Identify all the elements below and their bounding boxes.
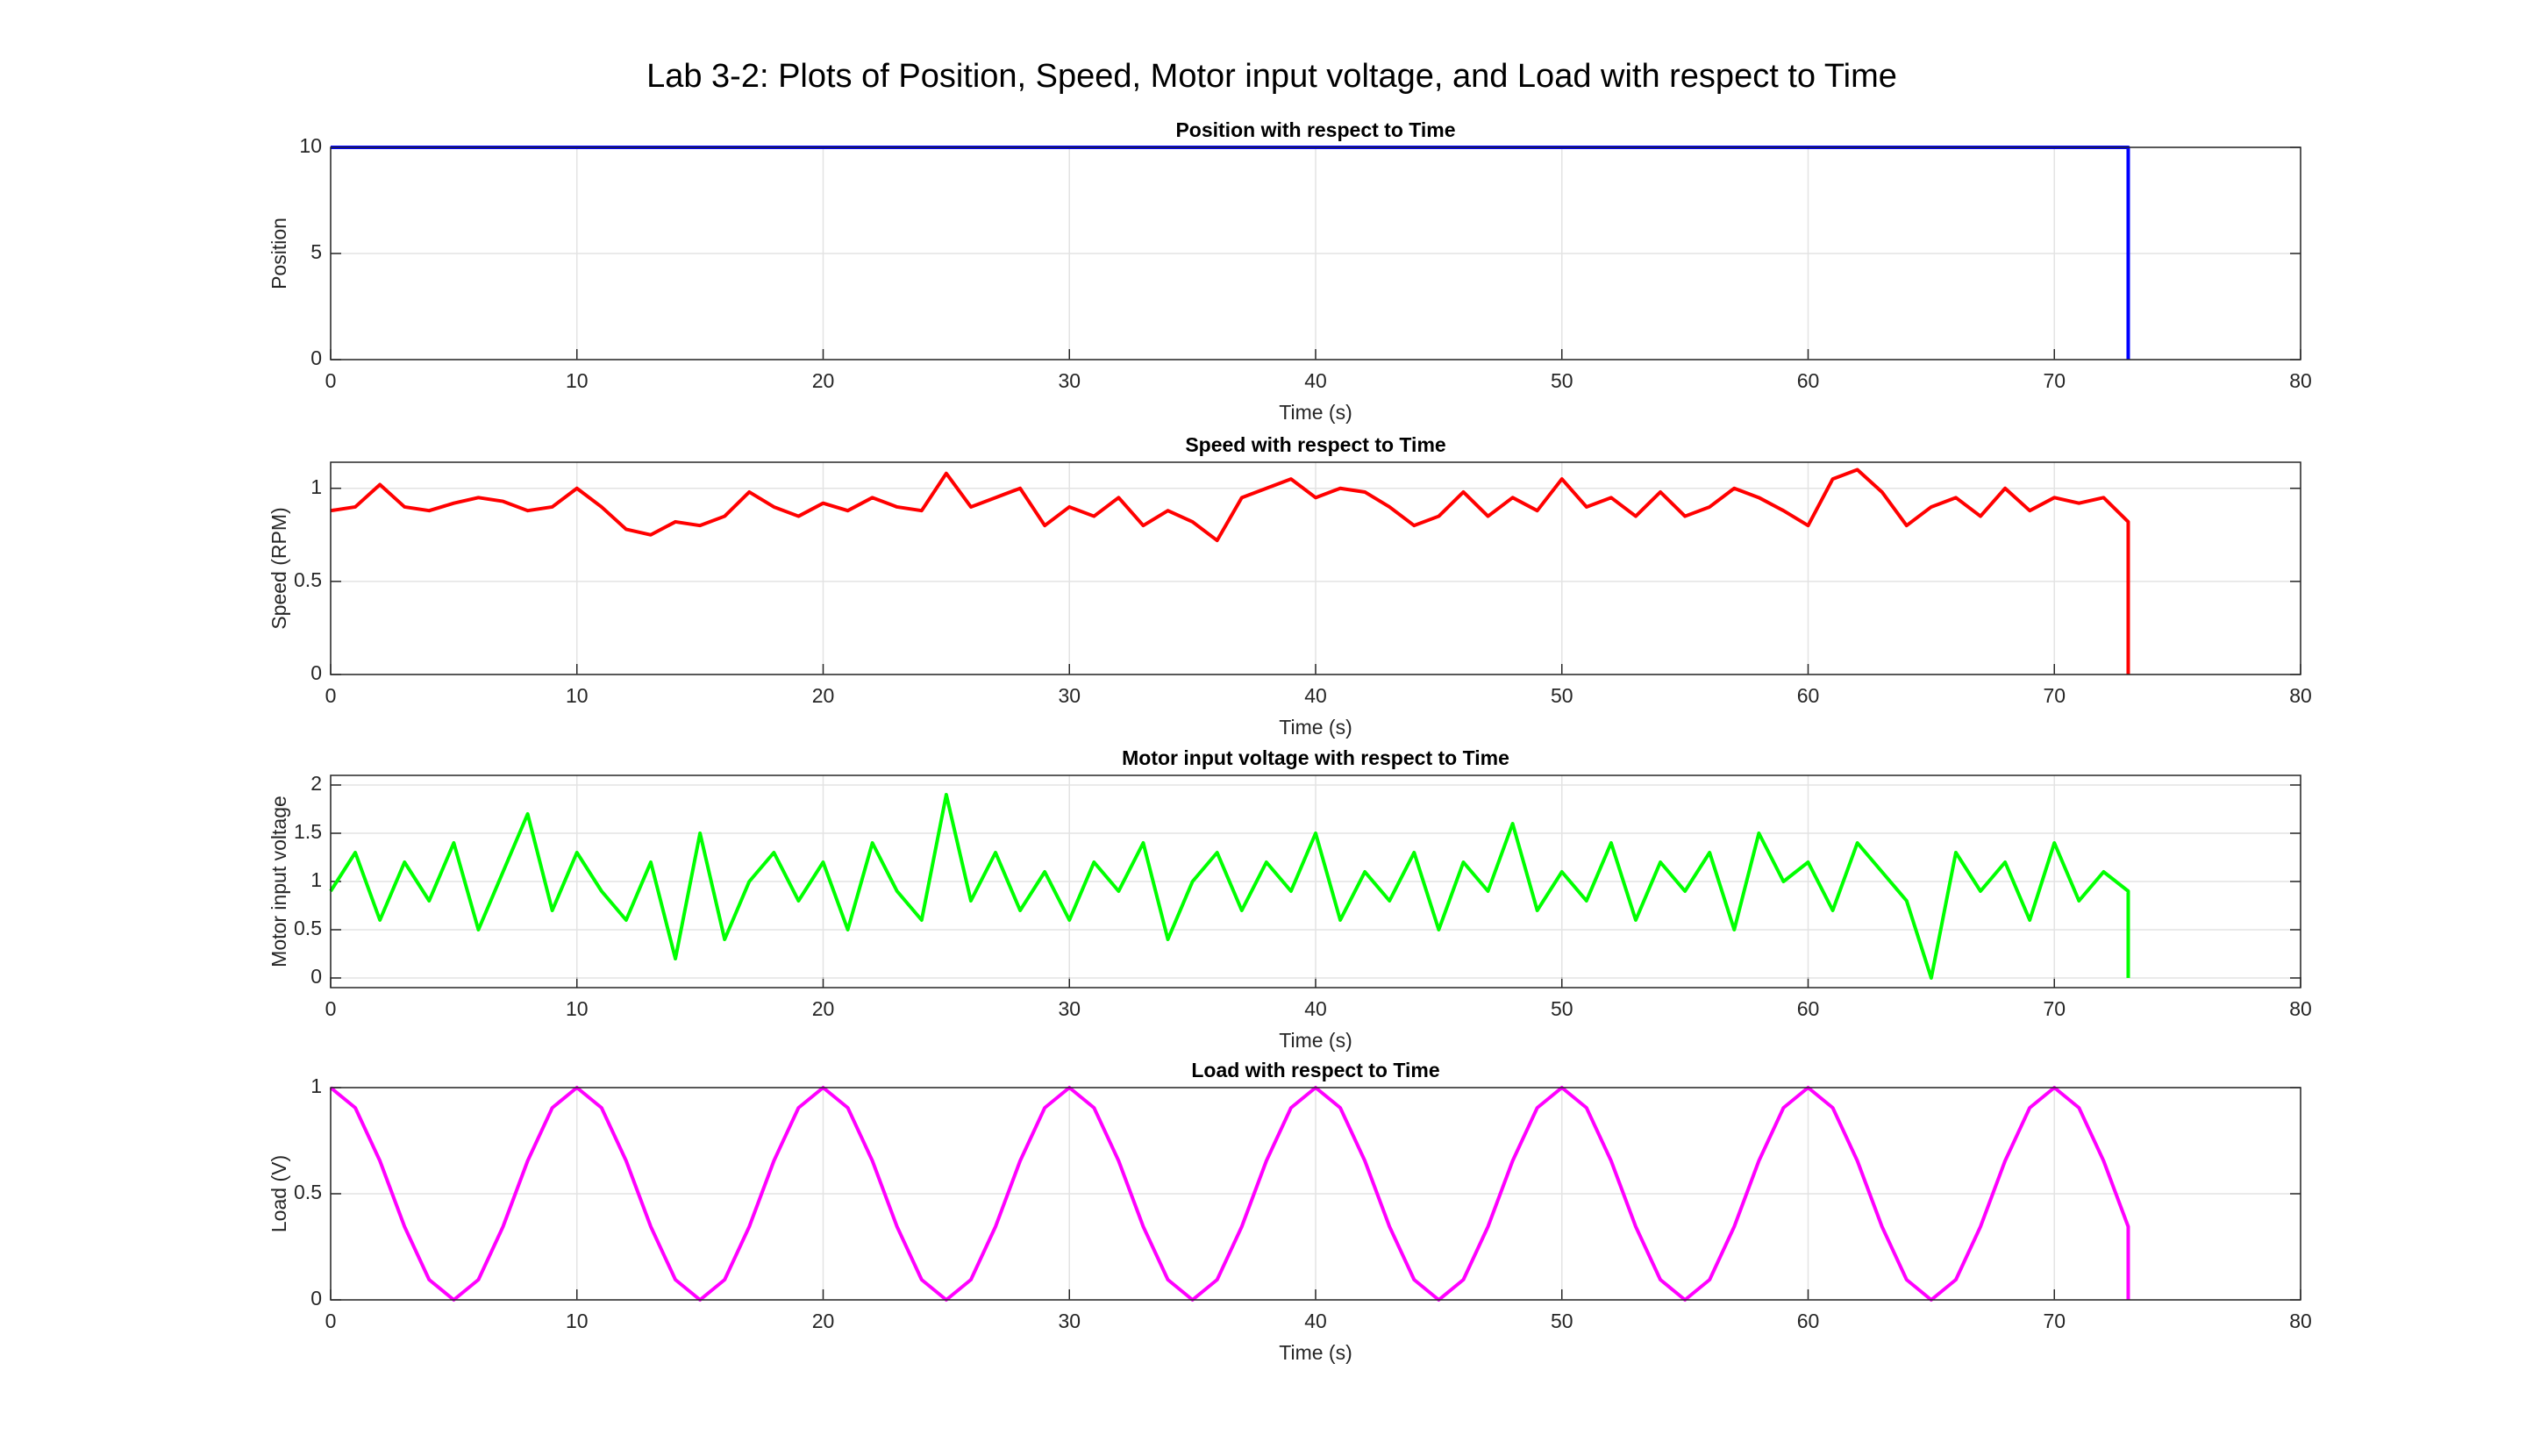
y-axis-label: Speed (RPM) <box>268 507 290 629</box>
x-tick-label: 20 <box>812 997 835 1020</box>
x-tick-label: 40 <box>1304 369 1327 392</box>
y-tick-label: 0.5 <box>294 568 322 591</box>
x-tick-label: 60 <box>1797 369 1820 392</box>
x-tick-label: 20 <box>812 1310 835 1332</box>
subplot-title: Position with respect to Time <box>1175 118 1455 141</box>
x-tick-label: 80 <box>2289 684 2312 707</box>
x-tick-label: 0 <box>325 1310 337 1332</box>
plot-frame <box>330 1087 2301 1301</box>
x-tick-label: 70 <box>2043 684 2066 707</box>
x-tick-label: 30 <box>1058 684 1081 707</box>
x-tick-label: 30 <box>1058 369 1081 392</box>
x-tick-label: 10 <box>566 369 589 392</box>
x-tick-label: 80 <box>2289 369 2312 392</box>
x-tick-label: 0 <box>325 369 337 392</box>
x-tick-label: 0 <box>325 997 337 1020</box>
y-axis-label: Motor input voltage <box>268 796 290 967</box>
x-axis-label: Time (s) <box>1279 1341 1352 1364</box>
x-axis-label: Time (s) <box>1279 401 1352 424</box>
x-tick-label: 80 <box>2289 1310 2312 1332</box>
plot-frame <box>330 774 2301 989</box>
x-tick-label: 10 <box>566 997 589 1020</box>
y-tick-label: 0.5 <box>294 1181 322 1203</box>
y-axis-label: Load (V) <box>268 1155 290 1232</box>
y-tick-label: 1 <box>310 868 322 891</box>
x-tick-label: 50 <box>1551 997 1573 1020</box>
x-tick-label: 70 <box>2043 997 2066 1020</box>
x-tick-label: 60 <box>1797 1310 1820 1332</box>
data-line <box>329 793 2130 980</box>
data-line <box>329 1086 2130 1302</box>
plot-frame <box>330 461 2301 675</box>
subplot-title: Load with respect to Time <box>1191 1059 1439 1081</box>
subplot-title: Speed with respect to Time <box>1185 433 1445 456</box>
x-tick-label: 60 <box>1797 684 1820 707</box>
x-tick-label: 40 <box>1304 684 1327 707</box>
x-tick-label: 0 <box>325 684 337 707</box>
x-tick-label: 10 <box>566 684 589 707</box>
y-tick-label: 10 <box>299 134 322 157</box>
x-tick-label: 40 <box>1304 997 1327 1020</box>
x-tick-label: 50 <box>1551 369 1573 392</box>
x-tick-label: 50 <box>1551 684 1573 707</box>
subplot-title: Motor input voltage with respect to Time <box>1122 746 1509 769</box>
x-tick-label: 20 <box>812 369 835 392</box>
x-tick-label: 40 <box>1304 1310 1327 1332</box>
y-tick-label: 1 <box>310 475 322 498</box>
y-tick-label: 1.5 <box>294 820 322 843</box>
x-tick-label: 20 <box>812 684 835 707</box>
x-tick-label: 70 <box>2043 369 2066 392</box>
x-axis-label: Time (s) <box>1279 716 1352 739</box>
x-tick-label: 50 <box>1551 1310 1573 1332</box>
y-tick-label: 1 <box>310 1074 322 1097</box>
x-tick-label: 30 <box>1058 997 1081 1020</box>
y-tick-label: 2 <box>310 772 322 795</box>
y-tick-label: 5 <box>310 240 322 263</box>
y-tick-label: 0.5 <box>294 917 322 939</box>
x-axis-label: Time (s) <box>1279 1029 1352 1052</box>
x-tick-label: 60 <box>1797 997 1820 1020</box>
y-tick-label: 0 <box>310 661 322 684</box>
x-tick-label: 10 <box>566 1310 589 1332</box>
y-tick-label: 0 <box>310 1287 322 1310</box>
data-line <box>330 467 2130 674</box>
x-tick-label: 80 <box>2289 997 2312 1020</box>
x-tick-label: 30 <box>1058 1310 1081 1332</box>
figure-title: Lab 3-2: Plots of Position, Speed, Motor… <box>646 58 1897 95</box>
y-tick-label: 0 <box>310 346 322 369</box>
plot-frame <box>330 146 2301 360</box>
x-tick-label: 70 <box>2043 1310 2066 1332</box>
y-axis-label: Position <box>268 218 290 289</box>
y-tick-label: 0 <box>310 965 322 988</box>
